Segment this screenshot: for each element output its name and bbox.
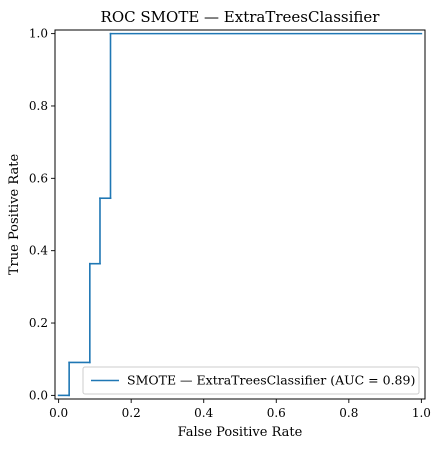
x-tick-label: 0.0 xyxy=(49,406,68,420)
y-tick-label: 0.0 xyxy=(29,388,48,402)
y-tick-label: 0.6 xyxy=(29,171,48,185)
x-axis-label: False Positive Rate xyxy=(178,425,303,440)
x-tick-label: 0.2 xyxy=(122,406,141,420)
y-axis-ticks: 0.0 0.2 0.4 0.6 0.8 1.0 xyxy=(29,27,55,402)
x-axis-ticks: 0.0 0.2 0.4 0.6 0.8 1.0 xyxy=(49,399,431,420)
series-layer xyxy=(57,32,423,397)
y-tick-label: 0.2 xyxy=(29,316,48,330)
legend: SMOTE — ExtraTreesClassifier (AUC = 0.89… xyxy=(82,366,420,395)
x-tick-label: 0.4 xyxy=(194,406,213,420)
plot-area xyxy=(54,29,426,400)
y-tick-label: 0.8 xyxy=(29,99,48,113)
chart-title: ROC SMOTE — ExtraTreesClassifier xyxy=(101,8,381,26)
legend-label: SMOTE — ExtraTreesClassifier (AUC = 0.89… xyxy=(127,373,415,388)
y-tick-label: 0.4 xyxy=(29,244,48,258)
x-tick-label: 0.6 xyxy=(267,406,286,420)
x-tick-label: 0.8 xyxy=(339,406,358,420)
y-tick-label: 1.0 xyxy=(29,27,48,41)
roc-series-line xyxy=(57,32,423,397)
y-axis-label: True Positive Rate xyxy=(7,154,22,276)
plot-frame xyxy=(54,29,426,400)
legend-box xyxy=(82,366,420,395)
x-tick-label: 1.0 xyxy=(412,406,431,420)
